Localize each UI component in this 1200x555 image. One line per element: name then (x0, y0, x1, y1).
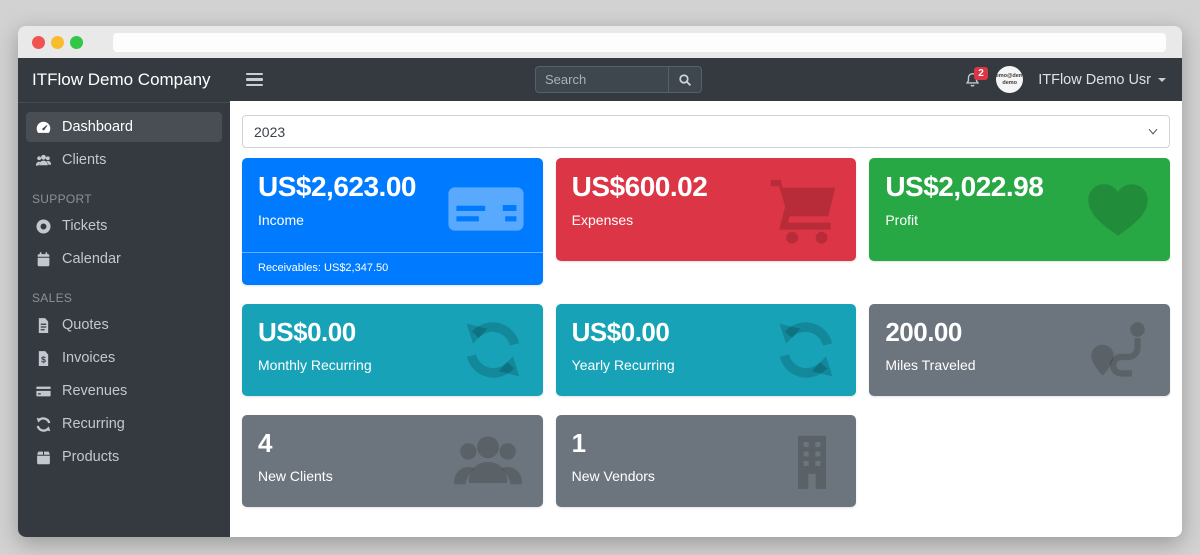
card-label: Yearly Recurring (571, 357, 675, 373)
sidebar-item-calendar[interactable]: Calendar (26, 244, 222, 274)
hamburger-menu-icon[interactable] (246, 72, 263, 87)
new-vendors-card: 1 New Vendors (555, 415, 857, 507)
new-clients-card: 4 New Clients (242, 415, 543, 507)
sidebar-section-sales: SALES (32, 291, 73, 305)
address-bar[interactable] (113, 32, 1166, 52)
top-navbar: 2 demo@demo demo ITFlow Demo Usr (230, 58, 1182, 101)
card-label: Miles Traveled (885, 357, 976, 373)
app-root: ITFlow Demo Company Dashboard Clients SU… (18, 58, 1182, 537)
card-label: New Vendors (571, 468, 655, 484)
stats-grid: US$2,623.00 Income Receivables: US$2,347… (242, 158, 1170, 507)
sidebar-item-label: Products (62, 449, 120, 465)
card-label: New Clients (258, 468, 333, 484)
window-maximize-button[interactable] (70, 35, 83, 49)
card-value: US$0.00 (571, 317, 670, 347)
window-close-button[interactable] (32, 35, 45, 49)
card-value: 4 (258, 428, 272, 458)
svg-text:$: $ (41, 354, 46, 364)
sidebar-section-support: SUPPORT (32, 192, 92, 206)
sync-icon (459, 318, 527, 382)
search-button[interactable] (668, 66, 702, 93)
card-value: US$600.02 (571, 171, 708, 202)
sidebar-item-label: Invoices (62, 350, 116, 366)
sidebar-item-products[interactable]: Products (26, 442, 222, 472)
sidebar-item-clients[interactable]: Clients (26, 145, 222, 175)
box-icon (35, 449, 52, 466)
sync-icon (35, 416, 52, 433)
card-value: US$0.00 (258, 317, 356, 347)
dashboard-content: 2023 US$2,623.00 Income (230, 101, 1182, 537)
notification-badge: 2 (974, 66, 988, 80)
sidebar-item-label: Quotes (62, 317, 109, 333)
card-label: Expenses (571, 212, 634, 228)
browser-chrome (18, 26, 1182, 58)
search-group (535, 66, 702, 93)
user-menu[interactable]: ITFlow Demo Usr (1038, 72, 1166, 88)
user-name-label: ITFlow Demo Usr (1038, 71, 1151, 88)
shopping-cart-icon (766, 175, 840, 245)
yearly-recurring-card: US$0.00 Yearly Recurring (555, 304, 857, 396)
avatar[interactable]: demo@demo demo (996, 66, 1024, 93)
browser-window: ITFlow Demo Company Dashboard Clients SU… (18, 26, 1182, 537)
notifications-button[interactable]: 2 (964, 66, 988, 89)
chevron-down-icon (1158, 77, 1166, 82)
sidebar-item-recurring[interactable]: Recurring (26, 409, 222, 439)
sync-icon (772, 318, 840, 382)
year-select[interactable]: 2023 (242, 115, 1170, 148)
sidebar-item-tickets[interactable]: Tickets (26, 211, 222, 241)
sidebar-item-revenues[interactable]: Revenues (26, 376, 222, 406)
file-lines-icon (35, 317, 52, 334)
file-dollar-icon: $ (35, 350, 52, 367)
sidebar-item-label: Calendar (62, 251, 121, 267)
card-label: Profit (885, 212, 919, 228)
expenses-card: US$600.02 Expenses (555, 158, 857, 261)
card-value: 200.00 (885, 317, 962, 347)
gauge-icon (35, 119, 52, 136)
building-icon (784, 428, 840, 494)
calendar-icon (35, 251, 52, 268)
credit-card-icon (445, 177, 527, 241)
avatar-text: demo@demo (996, 73, 1024, 79)
avatar-text: demo (1002, 79, 1018, 86)
card-label: Income (258, 212, 304, 228)
sidebar-item-quotes[interactable]: Quotes (26, 310, 222, 340)
miles-traveled-card: 200.00 Miles Traveled (869, 304, 1170, 396)
chevron-down-icon (1148, 128, 1158, 135)
sidebar-menu: Dashboard Clients SUPPORT Tickets (18, 103, 230, 481)
year-select-value: 2023 (254, 123, 286, 140)
sidebar-item-label: Recurring (62, 416, 125, 432)
sidebar-item-invoices[interactable]: $ Invoices (26, 343, 222, 373)
window-minimize-button[interactable] (51, 35, 64, 49)
sidebar-item-label: Revenues (62, 383, 128, 399)
heart-icon (1082, 177, 1154, 243)
sidebar-item-dashboard[interactable]: Dashboard (26, 112, 222, 142)
card-divider (242, 252, 543, 253)
monthly-recurring-card: US$0.00 Monthly Recurring (242, 304, 543, 396)
search-icon (678, 73, 692, 87)
sidebar: ITFlow Demo Company Dashboard Clients SU… (18, 58, 230, 537)
card-value: US$2,022.98 (885, 171, 1044, 202)
card-value: 1 (571, 428, 586, 458)
sidebar-item-label: Dashboard (62, 119, 133, 135)
card-value: US$2,623.00 (258, 171, 416, 202)
credit-card-icon (35, 383, 52, 400)
profit-card: US$2,022.98 Profit (869, 158, 1170, 261)
card-footer: Receivables: US$2,347.50 (258, 262, 389, 274)
users-icon (449, 429, 527, 493)
income-card: US$2,623.00 Income Receivables: US$2,347… (242, 158, 543, 285)
life-ring-icon (35, 218, 52, 235)
route-icon (1084, 317, 1154, 383)
sidebar-item-label: Tickets (62, 218, 108, 234)
sidebar-item-label: Clients (62, 152, 107, 168)
card-label: Monthly Recurring (258, 357, 372, 373)
search-input[interactable] (535, 66, 668, 93)
users-icon (35, 152, 52, 169)
company-brand[interactable]: ITFlow Demo Company (18, 58, 230, 103)
